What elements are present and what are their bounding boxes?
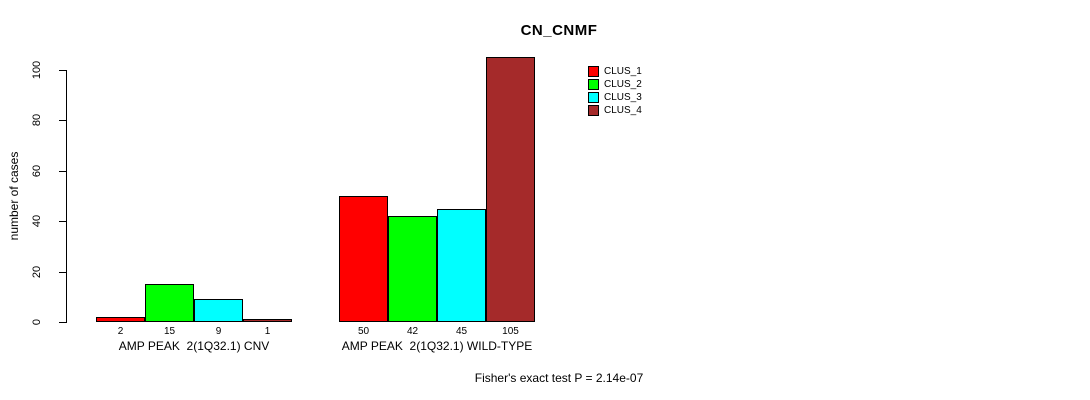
x-category-label-2: AMP PEAK 2(1Q32.1) WILD-TYPE <box>341 339 533 353</box>
bar-value-label: 45 <box>455 326 468 337</box>
y-tick-label: 20 <box>31 265 43 279</box>
y-tick <box>59 221 66 222</box>
y-tick <box>59 322 66 323</box>
bar-clus_3-group2 <box>437 209 486 322</box>
legend-swatch <box>588 66 599 77</box>
chart-title: CN_CNMF <box>520 22 598 39</box>
y-tick <box>59 272 66 273</box>
y-tick <box>59 70 66 71</box>
y-tick <box>59 171 66 172</box>
bar-clus_1-group1 <box>96 317 145 322</box>
y-tick-label: 40 <box>31 214 43 228</box>
legend-swatch <box>588 79 599 90</box>
bar-value-label: 2 <box>117 326 124 337</box>
bar-clus_1-group2 <box>339 196 388 322</box>
bar-clus_3-group1 <box>194 299 243 322</box>
bar-value-label: 42 <box>406 326 419 337</box>
legend-entry-clus_4: CLUS_4 <box>588 104 642 117</box>
legend-label: CLUS_4 <box>604 105 642 116</box>
legend-label: CLUS_1 <box>604 66 642 77</box>
bar-value-label: 15 <box>163 326 176 337</box>
bar-value-label: 50 <box>357 326 370 337</box>
y-tick-label: 80 <box>31 113 43 127</box>
legend-entry-clus_3: CLUS_3 <box>588 91 642 104</box>
legend-swatch <box>588 92 599 103</box>
y-tick-label: 60 <box>31 164 43 178</box>
y-tick <box>59 120 66 121</box>
bar-clus_4-group1 <box>243 319 292 322</box>
bar-clus_2-group2 <box>388 216 437 322</box>
bar-value-label: 105 <box>502 326 519 337</box>
y-axis-line <box>66 70 67 323</box>
y-tick-label: 100 <box>31 60 43 80</box>
bar-clus_2-group1 <box>145 284 194 322</box>
legend-swatch <box>588 105 599 116</box>
legend-label: CLUS_3 <box>604 92 642 103</box>
x-category-label-1: AMP PEAK 2(1Q32.1) CNV <box>118 339 270 353</box>
bar-clus_4-group2 <box>486 57 535 322</box>
y-axis-label: number of cases <box>7 151 21 241</box>
legend-entry-clus_1: CLUS_1 <box>588 65 642 78</box>
bar-value-label: 1 <box>264 326 271 337</box>
y-tick-label: 0 <box>31 318 43 326</box>
legend-label: CLUS_2 <box>604 79 642 90</box>
legend-entry-clus_2: CLUS_2 <box>588 78 642 91</box>
fisher-test-annotation: Fisher's exact test P = 2.14e-07 <box>474 371 644 385</box>
bar-value-label: 9 <box>215 326 222 337</box>
